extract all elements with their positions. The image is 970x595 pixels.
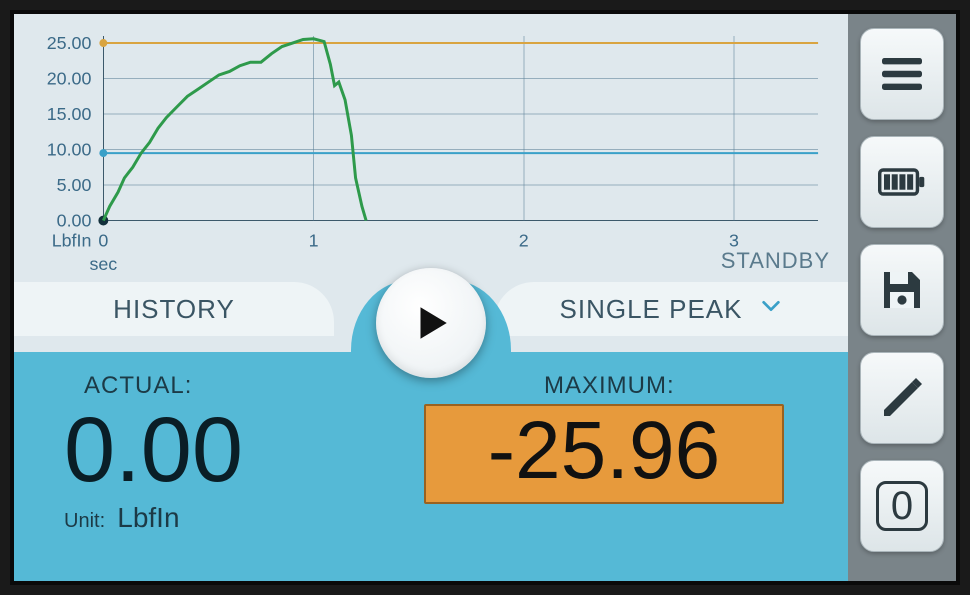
battery-button[interactable] <box>860 136 944 228</box>
svg-text:20.00: 20.00 <box>47 68 92 88</box>
mode-selected-label: SINGLE PEAK <box>560 294 743 325</box>
unit-row: Unit: LbfIn <box>64 502 394 534</box>
actual-value: 0.00 <box>64 404 394 496</box>
hamburger-icon <box>878 50 926 98</box>
sidebar: 0 <box>848 14 956 581</box>
status-text: STANDBY <box>721 248 830 274</box>
zero-icon: 0 <box>876 481 928 531</box>
actual-label: ACTUAL: <box>84 372 394 400</box>
chart-area: 0.005.0010.0015.0020.0025.00LbfIn0123sec <box>14 14 848 282</box>
svg-text:0: 0 <box>98 230 108 250</box>
maximum-value-box: -25.96 <box>424 404 784 504</box>
pencil-icon <box>878 374 926 422</box>
unit-prefix: Unit: <box>64 510 105 532</box>
svg-text:5.00: 5.00 <box>57 175 92 195</box>
history-button[interactable]: HISTORY <box>14 282 334 336</box>
readout-zone: ACTUAL: 0.00 Unit: LbfIn MAXIMUM: -25.96 <box>14 352 848 581</box>
svg-text:1: 1 <box>309 230 319 250</box>
actual-readout: ACTUAL: 0.00 Unit: LbfIn <box>64 372 394 571</box>
edit-button[interactable] <box>860 352 944 444</box>
svg-text:2: 2 <box>519 230 529 250</box>
chevron-down-icon <box>760 295 782 323</box>
history-label: HISTORY <box>113 294 235 325</box>
play-button[interactable] <box>376 268 486 378</box>
svg-text:15.00: 15.00 <box>47 104 92 124</box>
maximum-label: MAXIMUM: <box>544 372 675 400</box>
svg-text:LbfIn: LbfIn <box>52 230 92 250</box>
device-screen: 0.005.0010.0015.0020.0025.00LbfIn0123sec… <box>10 10 960 585</box>
maximum-readout: MAXIMUM: -25.96 <box>424 372 818 571</box>
mode-bar: STANDBY HISTORY SINGLE PEAK <box>14 282 848 352</box>
svg-text:10.00: 10.00 <box>47 139 92 159</box>
battery-icon <box>878 158 926 206</box>
mode-select[interactable]: SINGLE PEAK <box>494 282 848 336</box>
svg-text:sec: sec <box>89 254 117 274</box>
menu-button[interactable] <box>860 28 944 120</box>
play-icon <box>410 302 452 344</box>
svg-text:0.00: 0.00 <box>57 211 92 231</box>
save-button[interactable] <box>860 244 944 336</box>
unit-value: LbfIn <box>117 502 179 533</box>
main-panel: 0.005.0010.0015.0020.0025.00LbfIn0123sec… <box>14 14 848 581</box>
save-icon <box>878 266 926 314</box>
svg-text:25.00: 25.00 <box>47 33 92 53</box>
zero-button[interactable]: 0 <box>860 460 944 552</box>
